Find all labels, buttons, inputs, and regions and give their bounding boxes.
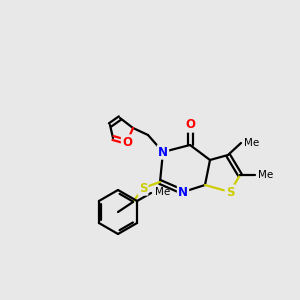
Text: N: N (158, 146, 168, 158)
Text: S: S (139, 182, 147, 194)
Text: N: N (178, 185, 188, 199)
Text: Me: Me (155, 187, 170, 197)
Text: O: O (122, 136, 132, 148)
Text: Me: Me (258, 170, 273, 180)
Text: O: O (185, 118, 195, 131)
Text: S: S (226, 185, 234, 199)
Text: Me: Me (244, 138, 259, 148)
